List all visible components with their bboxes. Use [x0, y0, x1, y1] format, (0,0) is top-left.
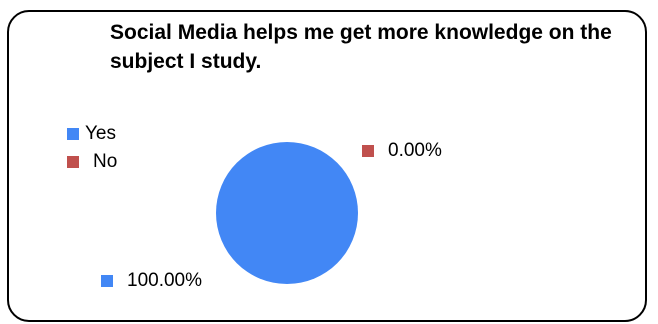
legend-swatch-yes	[67, 128, 79, 140]
legend-swatch-no	[67, 156, 79, 168]
legend-label-yes: Yes	[85, 123, 116, 144]
legend-item-yes: Yes	[67, 120, 117, 148]
chart-title: Social Media helps me get more knowledge…	[110, 21, 612, 73]
data-label-swatch-no	[362, 145, 374, 157]
legend-label-no: No	[93, 151, 118, 172]
legend-item-no: No	[67, 148, 117, 176]
data-label-no: 0.00%	[362, 140, 442, 162]
data-label-yes: 100.00%	[101, 270, 202, 292]
legend: Yes No	[67, 120, 117, 176]
data-label-no-text: 0.00%	[388, 140, 442, 161]
pie-slice-yes	[216, 142, 358, 284]
data-label-yes-text: 100.00%	[127, 270, 203, 291]
data-label-swatch-yes	[101, 275, 113, 287]
